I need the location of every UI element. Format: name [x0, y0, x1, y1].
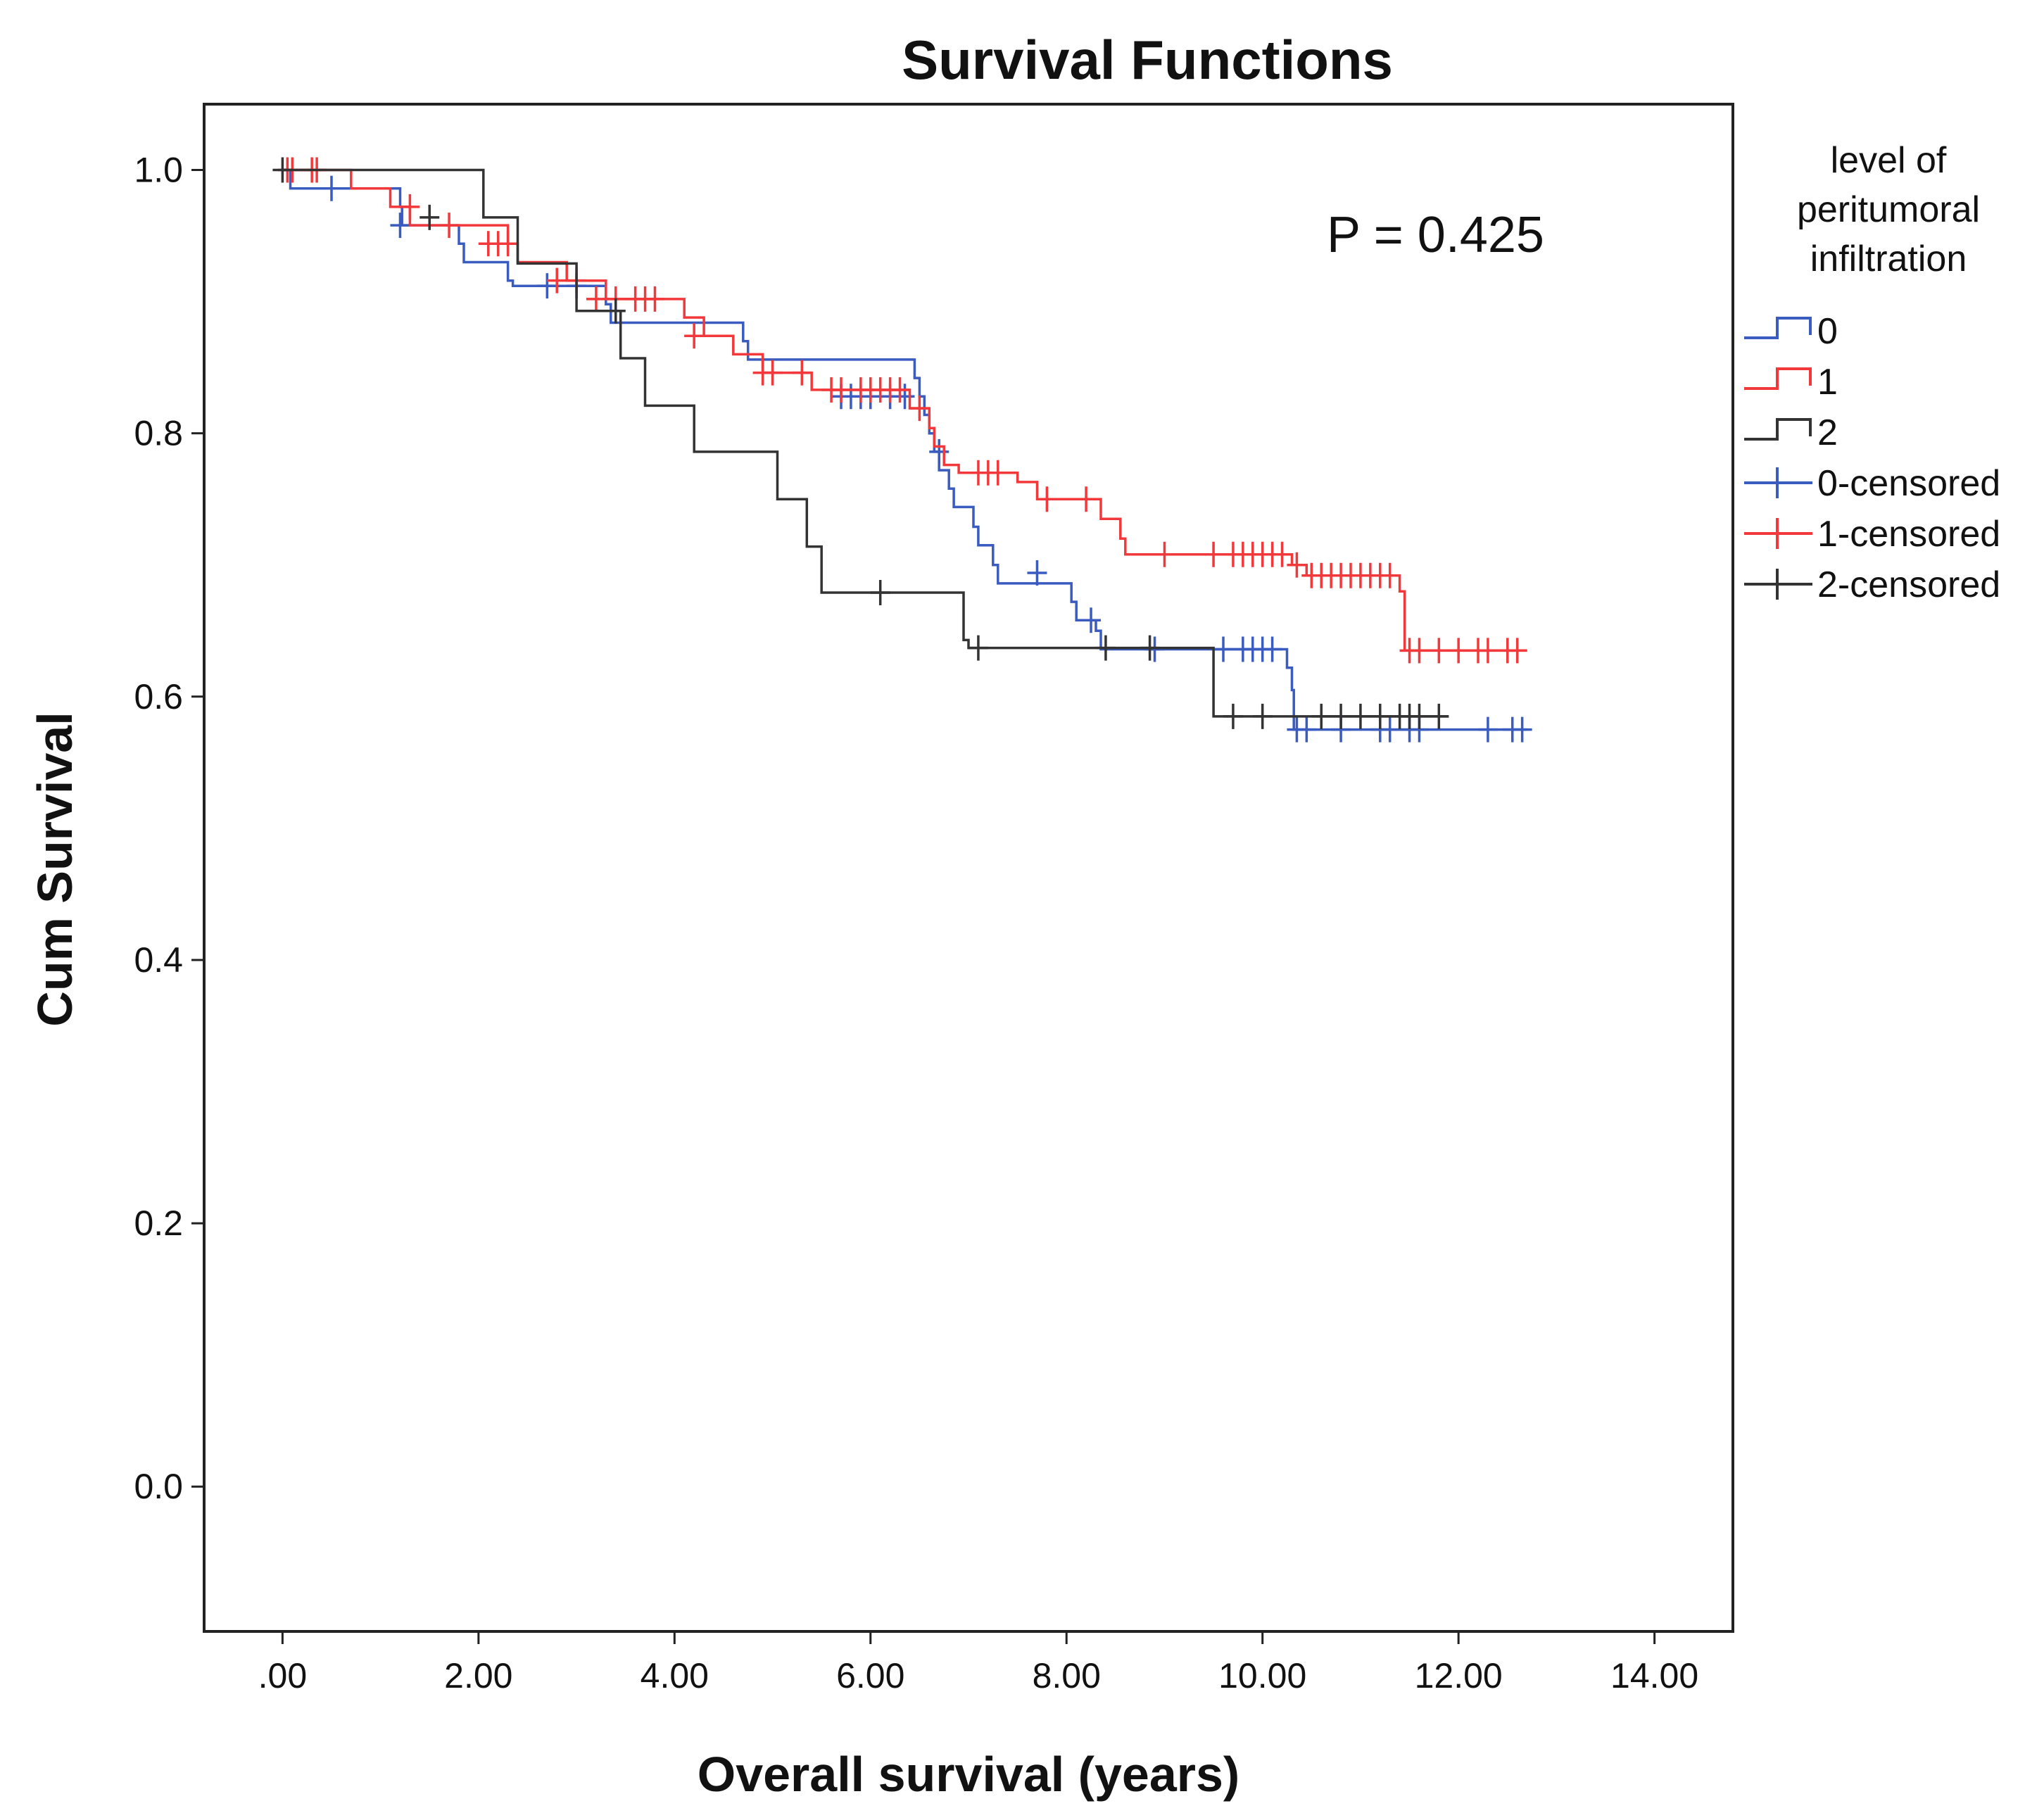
series-2-censor-mark	[1140, 635, 1160, 661]
chart-title: Survival Functions	[902, 29, 1393, 91]
series-0-censor-mark	[322, 175, 341, 201]
series-1-censor-mark	[988, 460, 1008, 486]
series-1-censor-mark	[831, 377, 851, 403]
series-1-censor-mark	[400, 194, 420, 220]
series-2-censor-mark	[1311, 703, 1332, 729]
x-tick-label: 8.00	[1033, 1656, 1101, 1695]
series-2-censor-mark	[1095, 635, 1116, 661]
x-tick-label: 6.00	[836, 1656, 904, 1695]
series-1-censor-mark	[1507, 638, 1527, 664]
series-1-censor-mark	[1380, 562, 1400, 588]
series-1-censor-mark	[586, 286, 606, 312]
series-1-censor-mark	[1449, 638, 1469, 664]
x-tick-label: 10.00	[1218, 1656, 1306, 1695]
x-tick-label: 12.00	[1415, 1656, 1503, 1695]
y-axis-title: Cum Survival	[27, 712, 82, 1026]
series-2-censor-mark	[1409, 703, 1430, 729]
series-1-censor-mark	[792, 360, 812, 386]
series-1-censor-mark	[1287, 552, 1307, 578]
series-1-censor-mark	[645, 286, 665, 312]
legend-title-line: peritumoral	[1797, 189, 1980, 230]
series-1-censor-mark	[684, 323, 705, 349]
legend-title-line: infiltration	[1810, 239, 1967, 279]
y-tick-label: 0.0	[134, 1467, 183, 1506]
series-2-censor-mark	[419, 204, 440, 230]
series-1-censor-mark	[1477, 638, 1498, 664]
series-layer	[272, 157, 1532, 743]
series-0-censor-mark	[1027, 560, 1047, 586]
series-2-censor-mark	[1370, 703, 1390, 729]
series-0-censor-mark	[1144, 636, 1165, 662]
series-0-censor-mark	[1477, 716, 1498, 743]
series-1-censor-mark	[1429, 638, 1449, 664]
legend-swatch-censor	[1744, 569, 1812, 600]
series-1-censor-mark	[1076, 486, 1097, 512]
legend-entry-label: 1-censored	[1817, 514, 2000, 555]
series-0-censor-mark	[390, 213, 410, 239]
series-2-censor-mark	[1223, 703, 1243, 729]
series-2-censor-mark	[272, 157, 293, 183]
x-tick-label: 14.00	[1610, 1656, 1698, 1695]
legend-swatch-step	[1744, 367, 1812, 390]
x-tick-label: 2.00	[444, 1656, 512, 1695]
series-2-line	[282, 168, 1449, 718]
series-1-censor-mark	[1154, 541, 1175, 567]
series-0-censor-mark	[1213, 636, 1233, 662]
series-1-censor-mark	[1409, 638, 1430, 664]
series-1-censor-mark	[909, 396, 930, 422]
legend-entry-label: 2-censored	[1817, 564, 2000, 605]
series-2-censor-mark	[1331, 703, 1351, 729]
series-2-censor-mark	[605, 298, 626, 324]
series-1-censor-mark	[1037, 486, 1057, 512]
y-tick-label: 0.8	[134, 414, 183, 453]
series-2-censor-mark	[870, 580, 890, 606]
legend-swatch-step	[1744, 418, 1812, 441]
series-0-censor-mark	[1262, 636, 1282, 662]
y-axis: 0.0 0.2 0.4 0.6 0.8 1.0	[134, 151, 204, 1506]
series-2-censor-mark	[1350, 703, 1370, 729]
x-axis: .00 2.00 4.00 6.00 8.00 10.00 12.00 14.00	[258, 1631, 1698, 1695]
series-1-censor-mark	[547, 267, 567, 293]
series-1-censor-mark	[439, 213, 460, 239]
series-2-censor-mark	[968, 635, 988, 661]
series-0-censor-mark	[929, 438, 950, 465]
y-tick-label: 0.4	[134, 940, 183, 980]
series-0-censor-mark	[1081, 607, 1102, 633]
series-0-censor-mark	[1297, 716, 1317, 743]
series-2-censor-mark	[1252, 703, 1273, 729]
legend-title-line: level of	[1831, 140, 1947, 181]
series-0-censor-mark	[1512, 716, 1532, 743]
x-tick-label: .00	[258, 1656, 308, 1695]
legend-entry-label: 1	[1817, 362, 1838, 403]
y-tick-label: 1.0	[134, 151, 183, 190]
series-0-censor-mark	[1380, 716, 1400, 743]
legend-entry-label: 0-censored	[1817, 463, 2000, 504]
series-0-censor-mark	[537, 273, 557, 299]
legend: level of peritumoral infiltration 0 1 2 0-cens…	[1744, 140, 2000, 605]
legend-swatch-step	[1744, 317, 1812, 339]
series-1-censor-mark	[890, 377, 910, 403]
legend-swatch-censor	[1744, 467, 1812, 498]
x-axis-title: Overall survival (years)	[698, 1747, 1239, 1802]
y-tick-label: 0.2	[134, 1204, 183, 1243]
series-0-censor-mark	[895, 384, 915, 410]
legend-entry-label: 2	[1817, 412, 1838, 453]
series-1-censor-mark	[1272, 541, 1292, 567]
p-value-annotation: P = 0.425	[1327, 207, 1544, 263]
series-2-censor-mark	[1429, 703, 1449, 729]
y-tick-label: 0.6	[134, 677, 183, 716]
series-1-censor-mark	[762, 360, 783, 386]
legend-entry-label: 0	[1817, 311, 1838, 352]
legend-swatch-censor	[1744, 518, 1812, 549]
series-1-censor-mark	[498, 231, 518, 257]
plot-frame	[203, 103, 1734, 1633]
series-1-censor-mark	[1204, 541, 1224, 567]
x-tick-label: 4.00	[641, 1656, 709, 1695]
